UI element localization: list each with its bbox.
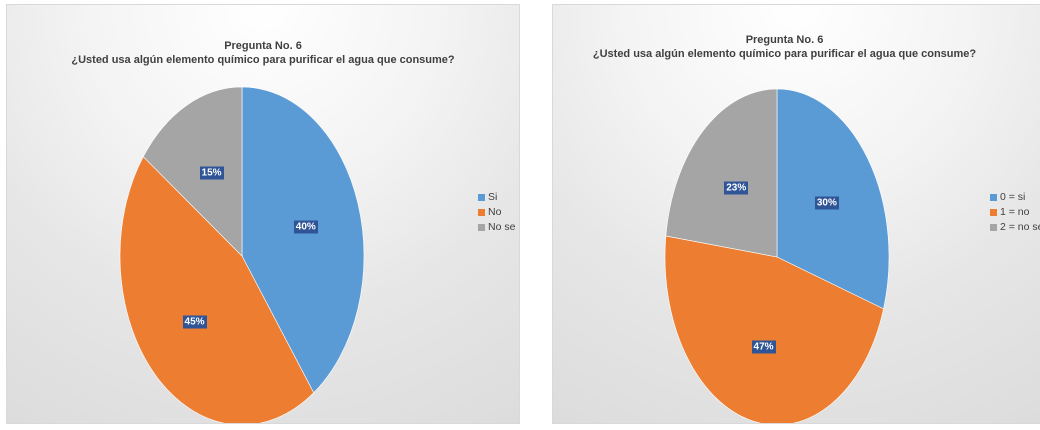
legend-swatch <box>990 224 997 231</box>
data-label: 30% <box>814 196 839 210</box>
legend-item: 1 = no <box>990 205 1040 220</box>
pie-chart-2 <box>664 88 890 423</box>
legend: Si No No se <box>478 190 515 235</box>
legend-item: 0 = si <box>990 190 1040 205</box>
legend-item: No <box>478 205 515 220</box>
legend-label: 2 = no se <box>1000 221 1040 233</box>
pie-slice-1-no <box>664 235 884 423</box>
legend-swatch <box>990 194 997 201</box>
chart-title-line: Pregunta No. 6 <box>224 40 302 52</box>
pie-slice-2-no-se <box>665 88 778 258</box>
legend-swatch <box>478 209 485 216</box>
pie-slice-si <box>241 86 365 394</box>
legend: 0 = si 1 = no 2 = no se <box>990 190 1040 235</box>
data-label: 15% <box>199 166 224 180</box>
legend-swatch <box>990 209 997 216</box>
pie-slice-no-se <box>142 86 243 257</box>
legend-label: No <box>488 206 502 218</box>
legend-label: No se <box>488 221 516 233</box>
chart-panel-2: Pregunta No. 6 ¿Usted usa algún elemento… <box>552 4 1040 424</box>
chart-title-line: Pregunta No. 6 <box>745 34 824 46</box>
legend-swatch <box>478 194 485 201</box>
legend-item: No se <box>478 220 515 235</box>
legend-swatch <box>478 224 485 231</box>
data-label: 45% <box>182 315 207 329</box>
legend-item: Si <box>478 190 515 205</box>
chart-title: Pregunta No. 6 ¿Usted usa algún elemento… <box>7 39 519 67</box>
legend-label: Si <box>488 191 498 203</box>
chart-title: Pregunta No. 6 ¿Usted usa algún elemento… <box>553 33 1040 61</box>
legend-label: 0 = si <box>1000 191 1026 203</box>
chart-subtitle-line: ¿Usted usa algún elemento químico para p… <box>592 48 977 60</box>
legend-item: 2 = no se <box>990 220 1040 235</box>
legend-label: 1 = no <box>1000 206 1030 218</box>
chart-subtitle-line: ¿Usted usa algún elemento químico para p… <box>71 54 455 66</box>
data-label: 40% <box>293 220 318 234</box>
pie-slice-no <box>119 156 315 423</box>
data-label: 47% <box>751 340 776 354</box>
chart-panel-1: Pregunta No. 6 ¿Usted usa algún elemento… <box>6 4 520 424</box>
data-label: 23% <box>724 181 749 195</box>
pie-chart-1 <box>119 86 365 423</box>
